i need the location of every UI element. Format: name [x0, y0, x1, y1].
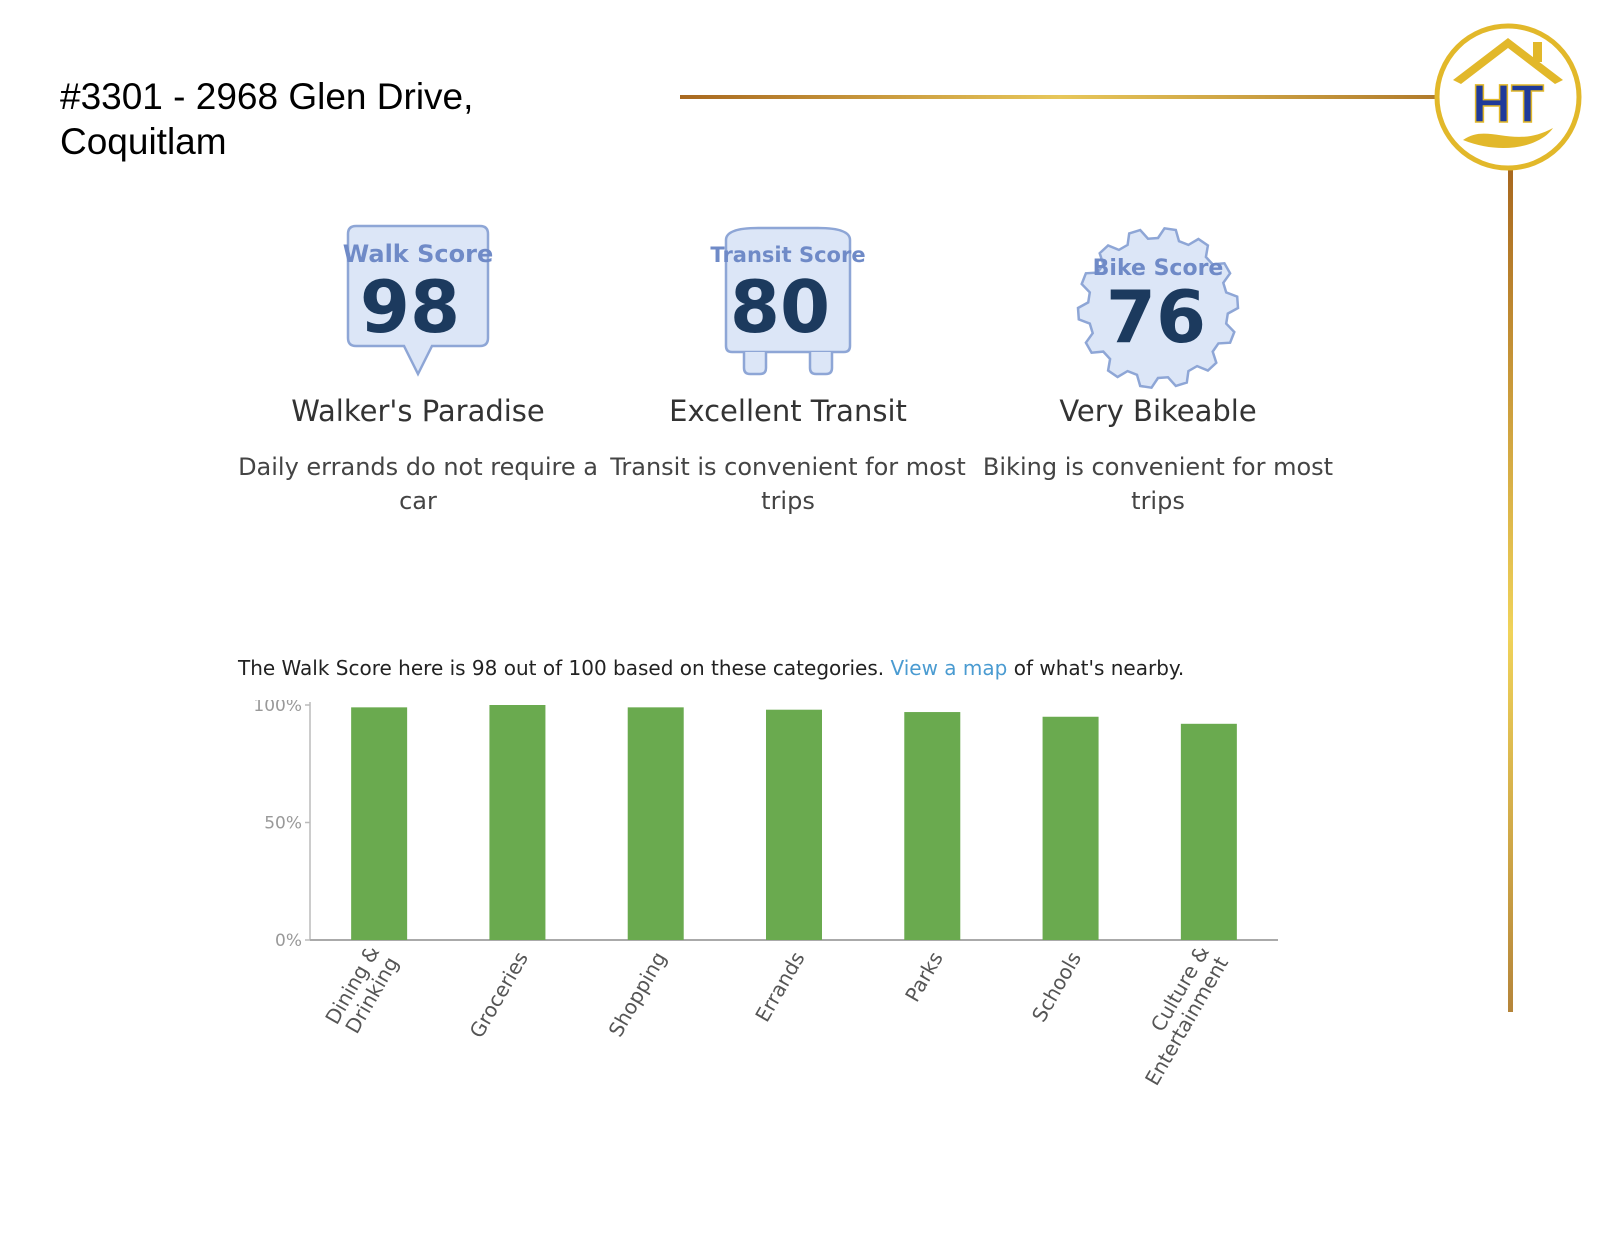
x-tick-label: Groceries	[465, 948, 533, 1043]
transit-score-badge-icon: Transit Score 80	[710, 226, 866, 376]
logo-chimney-icon	[1533, 42, 1542, 62]
bike-score-badge-icon: Bike Score 76	[1076, 226, 1240, 390]
y-tick-label: 100%	[253, 700, 302, 716]
summary-text-before: The Walk Score here is 98 out of 100 bas…	[238, 656, 891, 680]
bar	[1042, 716, 1099, 940]
walk-score-summary: The Walk Score here is 98 out of 100 bas…	[238, 656, 1184, 680]
title-line-2: Coquitlam	[60, 121, 227, 162]
logo-roof-icon	[1453, 38, 1563, 84]
bar	[1180, 723, 1237, 940]
bike-score-value: 76	[1106, 275, 1206, 359]
logo-text: HT	[1472, 74, 1544, 134]
walk-score-value: 98	[360, 265, 460, 349]
walk-score-label: Walker's Paradise	[291, 394, 545, 428]
right-divider	[1508, 170, 1513, 1012]
x-tick-label: Dining &Drinking	[320, 942, 403, 1040]
ht-logo: HT	[1434, 23, 1582, 171]
walk-score-badge-icon: Walk Score 98	[343, 224, 493, 377]
view-map-link[interactable]: View a map	[890, 656, 1008, 680]
bar	[904, 712, 961, 940]
walk-score-card: Walk Score 98 Walker's Paradise Daily er…	[233, 220, 603, 518]
y-tick-label: 50%	[264, 814, 302, 834]
page-title: #3301 - 2968 Glen Drive, Coquitlam	[60, 74, 620, 164]
bike-score-label: Very Bikeable	[1059, 394, 1257, 428]
bar	[351, 707, 408, 940]
transit-score-description: Transit is convenient for most trips	[610, 453, 966, 515]
transit-score-label: Excellent Transit	[669, 394, 907, 428]
bike-score-card: Bike Score 76 Very Bikeable Biking is co…	[973, 220, 1343, 518]
bike-score-title: Bike Score	[1093, 256, 1224, 281]
transit-score-title: Transit Score	[710, 243, 865, 267]
logo-wave-icon	[1463, 128, 1553, 149]
y-tick-label: 0%	[275, 931, 302, 951]
bar	[766, 709, 822, 940]
walk-score-description: Daily errands do not require a car	[238, 453, 598, 515]
top-divider	[680, 95, 1440, 99]
transit-score-card: Transit Score 80 Excellent Transit Trans…	[603, 220, 973, 518]
x-tick-label: Parks	[900, 948, 948, 1006]
walk-score-title: Walk Score	[343, 240, 493, 268]
bar	[627, 707, 684, 940]
x-tick-label: Culture &Entertainment	[1121, 941, 1233, 1089]
bar	[489, 705, 546, 940]
x-tick-label: Schools	[1027, 948, 1086, 1027]
summary-text-after: of what's nearby.	[1007, 656, 1185, 680]
title-line-1: #3301 - 2968 Glen Drive,	[60, 76, 474, 117]
x-tick-label: Shopping	[603, 948, 671, 1041]
category-bar-chart: 0% 50% 100% Dining &Drinking Groceries Shoppi…	[253, 700, 1278, 1089]
bike-score-description: Biking is convenient for most trips	[982, 453, 1334, 515]
transit-score-value: 80	[730, 265, 830, 349]
x-tick-label: Errands	[750, 948, 809, 1026]
